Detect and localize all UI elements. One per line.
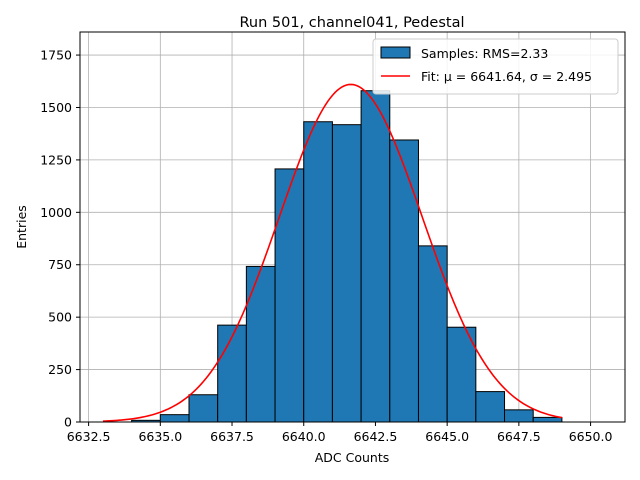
histogram-bar <box>389 139 419 423</box>
x-tick-label: 6650.0 <box>569 429 613 444</box>
x-axis-label: ADC Counts <box>315 450 390 465</box>
chart-title: Run 501, channel041, Pedestal <box>239 15 464 31</box>
legend-samples-label: Samples: RMS=2.33 <box>421 46 548 61</box>
histogram-bar <box>360 90 391 423</box>
histogram-bar <box>331 124 362 423</box>
histogram-bar <box>446 326 477 423</box>
y-tick-label: 0 <box>64 415 72 430</box>
x-tick-label: 6645.0 <box>425 429 469 444</box>
x-tick-label: 6632.5 <box>67 429 111 444</box>
y-tick-label: 1500 <box>40 100 72 115</box>
x-tick-label: 6642.5 <box>354 429 398 444</box>
y-tick-label: 500 <box>48 310 72 325</box>
histogram-bar <box>475 391 506 423</box>
fit-curve-group <box>102 83 563 422</box>
histogram-bar <box>504 409 534 423</box>
histogram-bar <box>303 121 333 423</box>
plot-area-frame <box>79 31 626 423</box>
histogram-bar <box>245 265 276 423</box>
legend-fit-label: Fit: μ = 6641.64, σ = 2.495 <box>421 69 592 84</box>
y-tick-label: 250 <box>48 362 72 377</box>
fit-curve <box>102 83 563 422</box>
x-tick-label: 6647.5 <box>497 429 541 444</box>
histogram-bars <box>131 90 563 423</box>
x-axis-ticks: 6632.5 6635.0 6637.5 6640.0 6642.5 6645.0 6647… <box>67 422 613 444</box>
x-tick-label: 6640.0 <box>282 429 326 444</box>
legend-box <box>372 38 619 95</box>
histogram-bar <box>188 394 219 423</box>
x-tick-label: 6637.5 <box>210 429 254 444</box>
y-tick-label: 1250 <box>40 152 72 167</box>
y-axis-ticks: 0 250 500 750 1000 1250 1500 1750 <box>40 48 80 430</box>
histogram-bar <box>532 416 563 423</box>
histogram-bar <box>159 414 190 423</box>
histogram-bar <box>217 324 247 423</box>
legend: Samples: RMS=2.33 Fit: μ = 6641.64, σ = … <box>372 38 619 95</box>
y-tick-label: 1000 <box>40 205 72 220</box>
legend-samples-swatch <box>380 46 411 59</box>
y-tick-label: 1750 <box>40 48 72 63</box>
histogram-bar <box>274 168 305 423</box>
x-tick-label: 6635.0 <box>138 429 182 444</box>
y-tick-label: 750 <box>48 257 72 272</box>
y-axis-label: Entries <box>14 205 29 249</box>
